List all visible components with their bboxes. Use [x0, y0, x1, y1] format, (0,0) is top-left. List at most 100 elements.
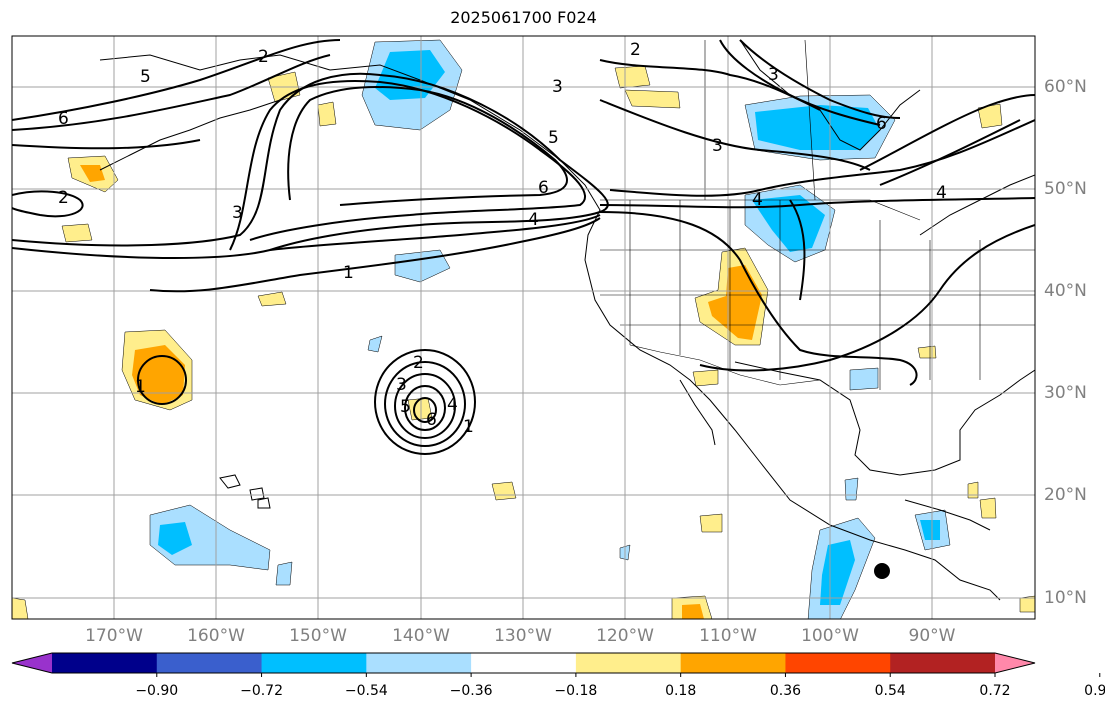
pos-area-labrador [977, 103, 1003, 129]
coastlines [99, 39, 1035, 601]
contour-east-6 [719, 39, 881, 126]
coast-alaska-north [99, 54, 331, 71]
contour-low-ring-3 [394, 373, 456, 439]
lon-label: 90°W [908, 626, 956, 646]
colorbar-tick-label: 0.72 [979, 683, 1011, 699]
contour-label: 2 [630, 40, 641, 60]
border-us-mexico [629, 344, 821, 386]
pos-area-gulf [917, 345, 937, 359]
contour-ridge-4 [287, 86, 568, 206]
pos-area-pac-1 [317, 101, 337, 127]
pos-area-pac-3 [257, 291, 287, 307]
coast-north-america [329, 64, 1001, 601]
contour-label: 4 [528, 210, 539, 230]
contour-low-ring-5 [413, 397, 437, 423]
contour-low-ring-2 [384, 361, 466, 447]
pos-area-pac-4 [491, 481, 517, 501]
contour-labels: 6 2 5 2 3 3 5 6 3 6 4 3 2 1 4 4 2 1 3 4 … [58, 40, 947, 437]
pos-area-caribbean-2 [967, 481, 979, 499]
coast-baja [679, 379, 716, 446]
contour-label: 3 [232, 203, 243, 223]
contour-label: 2 [413, 353, 424, 373]
contour-label: 4 [752, 190, 763, 210]
pos-area-atlantic [1019, 595, 1035, 613]
map-plot-area: 6 2 5 2 3 3 5 6 3 6 4 3 2 1 4 4 2 1 3 4 … [12, 36, 1035, 619]
border-canada-3 [804, 39, 816, 201]
contour-east-9 [879, 119, 1021, 186]
pos-area-rockies-core [708, 265, 762, 340]
contour-label: 4 [936, 183, 947, 203]
colorbar-tick-label: 0.36 [769, 683, 802, 699]
lon-label: 170°W [85, 626, 143, 646]
map-frame [11, 35, 1036, 620]
pos-area-hudson-west [614, 65, 651, 89]
lon-label: 150°W [289, 626, 347, 646]
contour-label: 6 [58, 109, 69, 129]
pos-area-dateline-high-core [132, 345, 185, 405]
colorbar-segment [785, 653, 891, 673]
pos-area-corner [12, 597, 29, 619]
coast-cuba [904, 499, 991, 531]
colorbar-segment [261, 653, 367, 673]
coast-aleutians [99, 99, 281, 171]
lon-label: 160°W [187, 626, 245, 646]
lat-label: 10°N [1044, 588, 1087, 608]
colorbar-extend-low [12, 653, 52, 673]
colorbar-tick-label: 0.90 [1084, 683, 1105, 699]
colorbar-segment [471, 653, 577, 673]
contour-jet-2 [12, 54, 331, 131]
coast-hawaii-3 [257, 497, 271, 509]
pos-area-pac-5 [699, 513, 723, 533]
contour-east-3 [609, 119, 1035, 197]
contour-label: 6 [876, 114, 887, 134]
contour-jet-1 [12, 39, 341, 121]
contour-label: 3 [712, 136, 723, 156]
contour-label: 4 [447, 395, 458, 415]
coast-hudson-bay [739, 39, 921, 151]
contour-closed-high [137, 355, 187, 405]
contour-low-ring-1 [374, 349, 476, 455]
contour-ridge-3 [229, 79, 586, 251]
contour-label: 6 [426, 410, 437, 430]
colorbar-segment [575, 653, 682, 673]
colorbar-segment [890, 653, 996, 673]
neg-area-small-3 [844, 477, 859, 501]
contour-label: 6 [538, 178, 549, 198]
neg-area-hawaii [149, 504, 271, 571]
pos-area-pac-2 [61, 223, 93, 243]
neg-area-hawaii-core [158, 522, 192, 555]
contour-label: 3 [768, 65, 779, 85]
colorbar-segment [52, 653, 158, 673]
lat-label: 50°N [1044, 179, 1087, 199]
colorbar-outline [11, 652, 1036, 674]
pos-area-hudson-west-2 [624, 89, 681, 109]
contour-east-4 [599, 197, 1035, 209]
coast-hawaii-2 [249, 487, 265, 501]
contour-label: 2 [58, 188, 69, 208]
lat-label: 60°N [1044, 77, 1087, 97]
contour-east-8 [859, 94, 1035, 171]
contour-label: 3 [396, 375, 407, 395]
contour-label: 1 [343, 263, 354, 283]
lon-label: 130°W [494, 626, 552, 646]
colorbar-tick-label: 0.54 [874, 683, 906, 699]
neg-area-eastpac [394, 249, 451, 283]
lon-label: 110°W [699, 626, 757, 646]
map-title: 2025061700 F024 [450, 8, 597, 27]
pos-area-baja [692, 369, 719, 387]
contour-west-2 [12, 190, 84, 218]
colorbar-tick-label: −0.36 [449, 683, 493, 699]
contour-label: 5 [400, 397, 411, 417]
coast-hawaii-1 [219, 474, 241, 489]
contour-ridge-2 [12, 214, 601, 259]
contour-east-2 [599, 99, 871, 171]
contour-label: 5 [548, 128, 559, 148]
colorbar-tick-label: −0.54 [344, 683, 388, 699]
neg-area-central-america-core [920, 520, 940, 540]
neg-area-midwest-core [752, 195, 825, 252]
lat-label: 20°N [1044, 485, 1087, 505]
colorbar [11, 652, 1101, 677]
colorbar-extend-high [995, 653, 1035, 673]
location-marker [874, 563, 890, 579]
